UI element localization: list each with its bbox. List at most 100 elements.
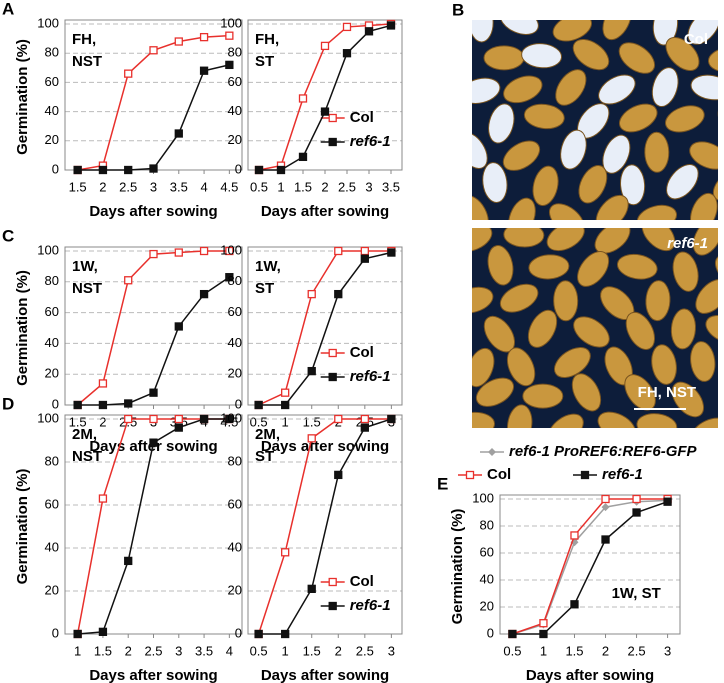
marker bbox=[254, 629, 263, 639]
x-tick-label: 1 bbox=[74, 643, 81, 658]
marker bbox=[174, 414, 183, 424]
seed bbox=[560, 129, 587, 170]
seed bbox=[475, 377, 515, 407]
marker bbox=[342, 49, 352, 58]
y-tick-label: 100 bbox=[472, 490, 494, 505]
y-axis-label: Germination (%) bbox=[449, 509, 466, 625]
plot-frame bbox=[247, 246, 403, 406]
annotation: NST bbox=[72, 280, 102, 297]
x-tick-label: 2.5 bbox=[119, 179, 137, 194]
panel-label: E bbox=[437, 474, 448, 493]
seed bbox=[532, 165, 559, 206]
seed bbox=[553, 280, 579, 322]
y-tick-label: 100 bbox=[220, 15, 242, 30]
marker bbox=[124, 165, 133, 175]
y-tick-label: 100 bbox=[220, 410, 242, 425]
marker bbox=[199, 66, 209, 75]
panel-label: A bbox=[2, 0, 14, 18]
legend-marker bbox=[328, 113, 337, 123]
seed bbox=[620, 164, 646, 206]
x-tick-label: 1 bbox=[282, 643, 289, 658]
panel-label: C bbox=[2, 226, 14, 245]
photo-label: ref6-1 bbox=[667, 235, 708, 252]
seed bbox=[690, 74, 718, 101]
seed bbox=[553, 347, 591, 378]
legend-marker bbox=[580, 470, 590, 480]
series-line bbox=[512, 498, 668, 635]
marker bbox=[601, 535, 610, 544]
seed bbox=[651, 344, 677, 385]
y-tick-label: 40 bbox=[45, 103, 59, 118]
seed bbox=[616, 253, 658, 280]
annotation: 1W, bbox=[255, 258, 281, 275]
marker bbox=[199, 289, 209, 299]
marker bbox=[98, 494, 108, 503]
y-axis-label: Germination (%) bbox=[14, 39, 31, 155]
seed bbox=[523, 103, 565, 130]
seed bbox=[672, 251, 699, 292]
marker bbox=[320, 107, 330, 116]
marker bbox=[334, 414, 343, 424]
x-tick-label: 1.5 bbox=[69, 179, 87, 194]
marker bbox=[307, 584, 316, 593]
seed bbox=[503, 75, 543, 104]
marker bbox=[364, 27, 374, 36]
seed bbox=[707, 47, 718, 73]
legend-label: Col bbox=[487, 466, 511, 483]
y-tick-label: 60 bbox=[228, 304, 242, 319]
marker bbox=[149, 249, 158, 259]
marker bbox=[174, 423, 183, 432]
seed bbox=[482, 162, 508, 203]
marker bbox=[281, 629, 290, 639]
marker bbox=[276, 165, 286, 175]
legend-marker bbox=[488, 448, 496, 456]
seed bbox=[714, 254, 718, 288]
seed bbox=[552, 20, 592, 42]
x-tick-label: 0.5 bbox=[250, 414, 268, 429]
marker bbox=[298, 152, 308, 162]
y-tick-label: 100 bbox=[37, 15, 59, 30]
seed bbox=[692, 228, 718, 256]
x-tick-label: 1.5 bbox=[69, 414, 87, 429]
seed bbox=[472, 347, 495, 388]
x-tick-label: 0.5 bbox=[250, 179, 268, 194]
y-tick-label: 20 bbox=[228, 366, 242, 381]
marker bbox=[149, 438, 158, 447]
marker bbox=[225, 273, 234, 282]
legend-label: ref6-1 ProREF6:REF6-GFP bbox=[509, 443, 698, 460]
y-tick-label: 80 bbox=[480, 517, 494, 532]
y-tick-label: 100 bbox=[37, 410, 59, 425]
marker bbox=[307, 289, 316, 299]
photo-caption: FH, NST bbox=[638, 384, 696, 401]
legend-marker bbox=[328, 137, 337, 147]
legend-marker bbox=[328, 577, 337, 587]
x-tick-label: 1.5 bbox=[565, 643, 583, 658]
seed bbox=[652, 20, 679, 46]
y-tick-label: 20 bbox=[228, 582, 242, 597]
marker bbox=[632, 508, 641, 517]
marker bbox=[570, 531, 579, 540]
marker bbox=[342, 22, 352, 32]
marker bbox=[360, 254, 369, 263]
x-tick-label: 3 bbox=[365, 179, 372, 194]
seed bbox=[499, 283, 539, 313]
seed bbox=[472, 20, 494, 43]
x-tick-label: 1.5 bbox=[94, 643, 112, 658]
marker bbox=[124, 556, 133, 566]
x-tick-label: 1 bbox=[277, 179, 284, 194]
x-tick-label: 1 bbox=[282, 414, 289, 429]
y-axis-label: Germination (%) bbox=[14, 469, 31, 585]
seed bbox=[522, 383, 564, 409]
legend-marker bbox=[328, 348, 337, 358]
marker bbox=[124, 414, 133, 424]
y-tick-label: 0 bbox=[52, 396, 59, 411]
marker bbox=[174, 37, 183, 46]
seed bbox=[527, 309, 558, 348]
y-tick-label: 40 bbox=[480, 571, 494, 586]
marker bbox=[360, 246, 369, 256]
legend-label: ref6-1 bbox=[350, 133, 391, 150]
x-tick-label: 2 bbox=[335, 643, 342, 658]
x-tick-label: 3 bbox=[664, 643, 671, 658]
y-tick-label: 0 bbox=[487, 625, 494, 640]
y-tick-label: 0 bbox=[235, 396, 242, 411]
